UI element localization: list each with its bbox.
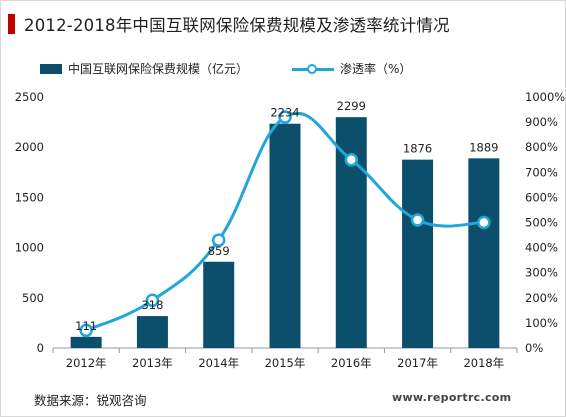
bar-data-label: 318: [141, 298, 163, 312]
bar-data-label: 2299: [337, 99, 366, 113]
legend-item-premium: 中国互联网保险保费规模（亿元）: [40, 60, 248, 77]
y-right-tick-label: 700%: [525, 165, 558, 179]
y-right-tick-label: 1000%: [525, 90, 565, 104]
y-right-tick-label: 800%: [525, 140, 558, 154]
y-left-tick-label: 500: [22, 291, 44, 305]
legend-bar-swatch: [40, 63, 62, 74]
bar-data-label: 1876: [403, 142, 432, 156]
bar: [203, 261, 235, 348]
bar: [70, 336, 102, 348]
x-tick-label: 2016年: [331, 356, 372, 370]
source-note: 数据来源：锐观咨询: [34, 393, 147, 408]
y-right-tick-label: 0%: [525, 341, 543, 355]
x-tick-label: 2015年: [265, 356, 306, 370]
y-right-tick-label: 600%: [525, 190, 558, 204]
y-left-tick-label: 1500: [15, 190, 44, 204]
bar-data-label: 2234: [270, 106, 299, 120]
x-tick-label: 2018年: [463, 356, 504, 370]
line-point: [211, 233, 226, 247]
chart-title: 2012-2018年中国互联网保险保费规模及渗透率统计情况: [24, 16, 450, 35]
line-point: [344, 153, 359, 167]
x-tick-label: 2013年: [132, 356, 173, 370]
bar: [468, 158, 500, 348]
y-right-tick-label: 400%: [525, 241, 558, 255]
y-left-tick-label: 2000: [15, 140, 44, 154]
watermark: www.reportrc.com: [392, 391, 512, 404]
line-point: [477, 215, 491, 230]
y-right-tick-label: 200%: [525, 291, 558, 305]
legend-line-swatch: [292, 62, 334, 76]
legend-item-penetration: 渗透率（%）: [292, 60, 411, 77]
bar: [269, 123, 301, 349]
bar-data-label: 1889: [469, 140, 498, 154]
bar-data-label: 111: [75, 319, 97, 333]
x-tick-label: 2012年: [66, 356, 107, 370]
y-left-tick-label: 1000: [15, 241, 44, 255]
title-accent-bar: [8, 14, 15, 34]
legend-label-penetration: 渗透率（%）: [340, 62, 412, 76]
line-point: [79, 323, 93, 338]
bar: [402, 159, 434, 348]
y-left-tick-label: 0: [37, 341, 44, 355]
legend-label-premium: 中国互联网保险保费规模（亿元）: [68, 62, 249, 76]
line-point: [278, 110, 292, 124]
line-point: [410, 213, 425, 227]
bar-data-label: 859: [208, 244, 230, 258]
x-tick-label: 2017年: [397, 356, 438, 370]
y-left-tick-label: 2500: [15, 90, 44, 104]
y-right-tick-label: 500%: [525, 216, 558, 230]
line-point: [145, 293, 160, 308]
y-right-tick-label: 300%: [525, 266, 558, 280]
y-right-tick-label: 100%: [525, 316, 558, 330]
x-tick-label: 2014年: [198, 356, 239, 370]
bar: [136, 316, 168, 348]
y-right-tick-label: 900%: [525, 115, 558, 129]
